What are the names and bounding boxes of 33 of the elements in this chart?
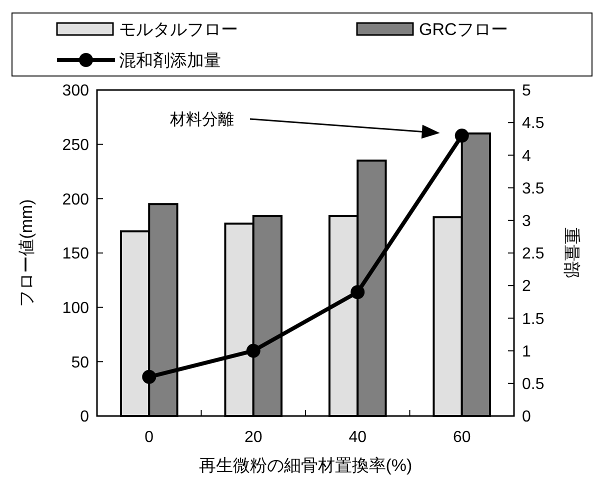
x-tick-label: 20: [244, 429, 262, 446]
y-tick-label: 300: [62, 82, 90, 100]
y-tick-label: 250: [62, 136, 90, 154]
y-axis-title: フロー値(mm): [16, 199, 36, 307]
y2-tick-label: 3.5: [522, 180, 544, 198]
y2-tick-label: 2.5: [522, 246, 544, 263]
y-tick-label: 50: [71, 354, 90, 372]
y2-tick-label: 3: [522, 213, 531, 230]
y-tick-label: 150: [62, 246, 90, 263]
y-tick-label: 100: [62, 300, 90, 317]
y2-tick-label: 4.5: [522, 115, 544, 132]
x-axis-title: 再生微粉の細骨材置換率(%): [198, 456, 412, 475]
point: [246, 344, 260, 358]
y2-tick-label: 4: [522, 148, 531, 165]
y-tick-label: 0: [80, 408, 90, 426]
y2-tick-label: 1: [522, 343, 531, 360]
legend-label: モルタルフロー: [119, 20, 238, 39]
point: [350, 285, 365, 300]
y-tick-label: 200: [62, 191, 90, 208]
legend-label: 混和剤添加量: [119, 50, 221, 70]
y2-axis-title: 重量部: [562, 228, 582, 278]
y2-tick-label: 2: [522, 278, 531, 296]
y2-tick-label: 0.5: [522, 376, 544, 393]
annotation: 材料分離: [169, 110, 234, 129]
x-tick-label: 0: [144, 429, 154, 446]
x-tick-label: 60: [452, 429, 471, 446]
point: [142, 370, 156, 384]
y2-tick-label: 1.5: [522, 310, 544, 328]
y2-tick-label: 0: [522, 408, 531, 426]
point: [454, 128, 469, 143]
legend-label: GRCフロー: [419, 20, 508, 39]
y2-tick-label: 5: [522, 82, 531, 100]
x-tick-label: 40: [348, 429, 367, 446]
